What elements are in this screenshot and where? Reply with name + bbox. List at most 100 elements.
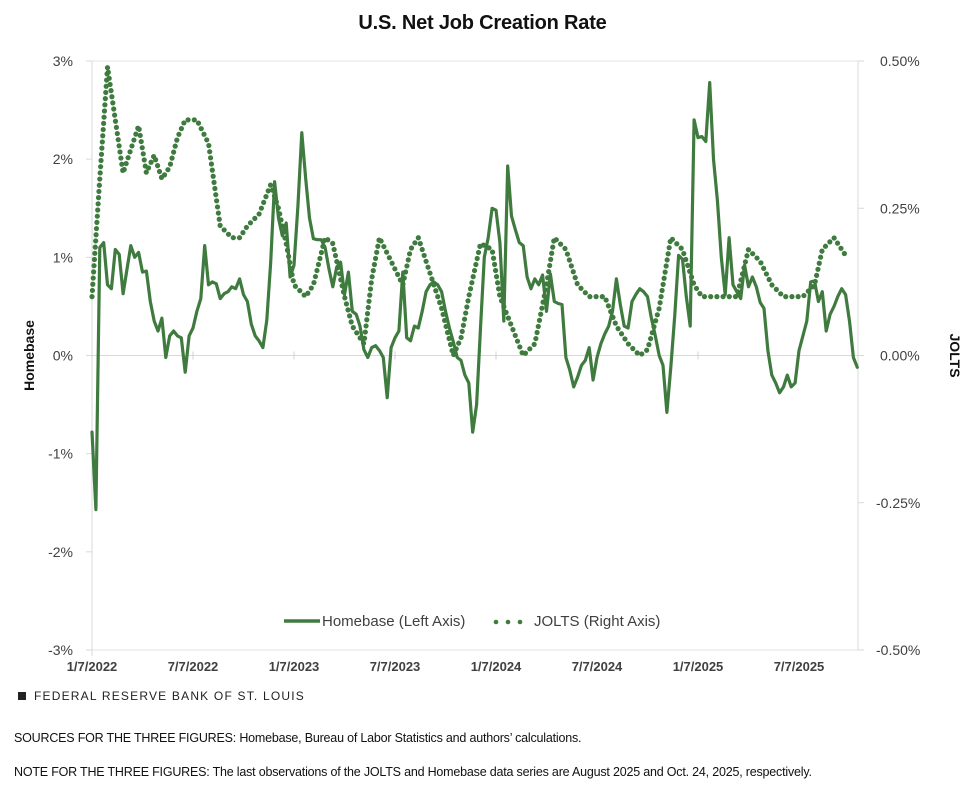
x-tick-label: 1/7/2023 — [269, 659, 320, 674]
jolts-point — [153, 157, 159, 163]
jolts-point — [647, 336, 654, 342]
right-tick-label: 0.25% — [880, 200, 920, 216]
jolts-point — [461, 316, 468, 322]
jolts-point — [490, 255, 497, 261]
jolts-point — [117, 149, 123, 155]
jolts-point — [564, 251, 571, 257]
jolts-point — [536, 317, 543, 323]
jolts-point — [101, 120, 107, 126]
jolts-point — [534, 329, 540, 336]
jolts-point — [466, 292, 472, 298]
jolts-point — [90, 281, 96, 287]
jolts-point — [103, 89, 109, 96]
jolts-point — [547, 262, 553, 269]
jolts-point — [423, 258, 429, 264]
jolts-point — [474, 255, 480, 262]
jolts-point — [766, 276, 772, 283]
jolts-point — [113, 124, 120, 131]
jolts-point — [191, 117, 197, 123]
jolts-point — [114, 130, 120, 137]
jolts-point — [603, 297, 609, 303]
jolts-point — [104, 65, 111, 71]
jolts-point — [795, 294, 801, 300]
jolts-point — [467, 286, 474, 292]
left-tick-label: 3% — [53, 53, 73, 69]
jolts-point — [841, 250, 847, 257]
jolts-point — [209, 167, 215, 173]
jolts-point — [95, 207, 101, 213]
jolts-point — [683, 256, 689, 263]
jolts-point — [145, 165, 152, 171]
jolts-point — [625, 341, 632, 347]
jolts-point — [646, 342, 652, 348]
x-tick-label: 1/7/2024 — [471, 659, 522, 674]
jolts-point — [141, 157, 147, 163]
jolts-point — [395, 271, 401, 277]
jolts-point — [92, 244, 98, 250]
jolts-point — [714, 294, 720, 300]
jolts-point — [109, 94, 115, 100]
jolts-point — [346, 313, 353, 319]
jolts-point — [369, 274, 375, 280]
left-tick-label: 1% — [53, 249, 73, 265]
jolts-point — [818, 254, 824, 260]
jolts-point — [137, 132, 143, 139]
legend-homebase-label: Homebase (Left Axis) — [322, 613, 465, 630]
jolts-point — [214, 198, 220, 204]
jolts-point — [139, 145, 145, 151]
jolts-point — [381, 243, 387, 250]
jolts-point — [100, 126, 106, 133]
jolts-point — [769, 282, 775, 288]
jolts-point — [297, 288, 303, 294]
left-tick-label: -2% — [48, 544, 73, 560]
jolts-point — [630, 345, 636, 352]
x-tick-label: 1/7/2025 — [673, 659, 724, 674]
jolts-point — [599, 294, 605, 300]
right-tick-label: -0.50% — [876, 642, 920, 658]
jolts-point — [367, 286, 374, 292]
jolts-point — [330, 240, 336, 247]
right-tick-label: 0.50% — [880, 53, 920, 69]
jolts-point — [549, 250, 555, 256]
jolts-point — [605, 303, 612, 309]
jolts-point — [658, 294, 664, 300]
jolts-point — [778, 291, 784, 297]
jolts-point — [456, 340, 462, 346]
jolts-point — [693, 285, 700, 292]
jolts-point — [308, 285, 314, 291]
jolts-point — [207, 155, 214, 161]
left-tick-label: -1% — [48, 446, 73, 462]
jolts-point — [831, 235, 837, 241]
jolts-point — [822, 243, 829, 249]
jolts-point — [98, 157, 104, 164]
jolts-point — [265, 188, 271, 194]
jolts-point — [372, 255, 379, 262]
jolts-point — [261, 199, 267, 206]
jolts-point — [98, 151, 105, 157]
jolts-point — [404, 263, 410, 269]
jolts-point — [96, 182, 102, 188]
jolts-point — [662, 269, 668, 275]
jolts-point — [562, 245, 568, 252]
jolts-point — [364, 317, 370, 323]
jolts-point — [161, 172, 168, 178]
jolts-point — [367, 292, 373, 298]
jolts-point — [548, 256, 554, 262]
jolts-point — [494, 280, 501, 286]
jolts-point — [618, 331, 625, 337]
jolts-point — [332, 252, 339, 259]
jolts-point — [89, 287, 96, 294]
jolts-point — [783, 294, 789, 300]
jolts-point — [568, 263, 574, 269]
jolts-point — [816, 260, 822, 266]
chart-area: 3% 2% 1% 0% -1% -2% -3% 0.50% 0.25% 0.00% -0.25% -… — [21, 53, 963, 674]
jolts-point — [256, 211, 262, 217]
jolts-point — [570, 269, 576, 275]
brand-square-icon — [18, 692, 26, 700]
jolts-point — [405, 257, 411, 263]
jolts-point — [236, 235, 243, 241]
jolts-point — [311, 279, 317, 286]
jolts-point — [91, 256, 98, 263]
jolts-point — [480, 242, 487, 248]
jolts-point — [834, 240, 841, 246]
